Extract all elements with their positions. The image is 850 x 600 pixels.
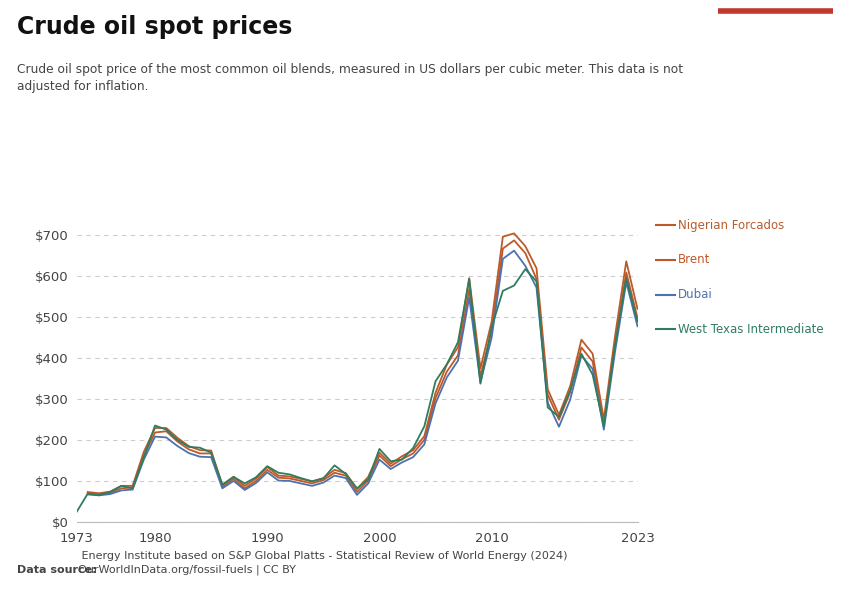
Text: Energy Institute based on S&P Global Platts - Statistical Review of World Energy: Energy Institute based on S&P Global Pla…	[78, 551, 568, 575]
Text: Nigerian Forcados: Nigerian Forcados	[678, 218, 785, 232]
Text: Dubai: Dubai	[678, 288, 713, 301]
Text: Data source: Energy Institute based on S&P Global Platts - Statistical Review of: Data source: Energy Institute based on S…	[17, 553, 577, 575]
Text: Crude oil spot price of the most common oil blends, measured in US dollars per c: Crude oil spot price of the most common …	[17, 63, 683, 93]
Text: Data source:: Data source:	[17, 565, 97, 575]
Text: Crude oil spot prices: Crude oil spot prices	[17, 15, 292, 39]
Text: Our World: Our World	[746, 22, 805, 32]
Text: West Texas Intermediate: West Texas Intermediate	[678, 323, 824, 336]
Text: in Data: in Data	[755, 41, 796, 51]
Text: Brent: Brent	[678, 253, 711, 266]
